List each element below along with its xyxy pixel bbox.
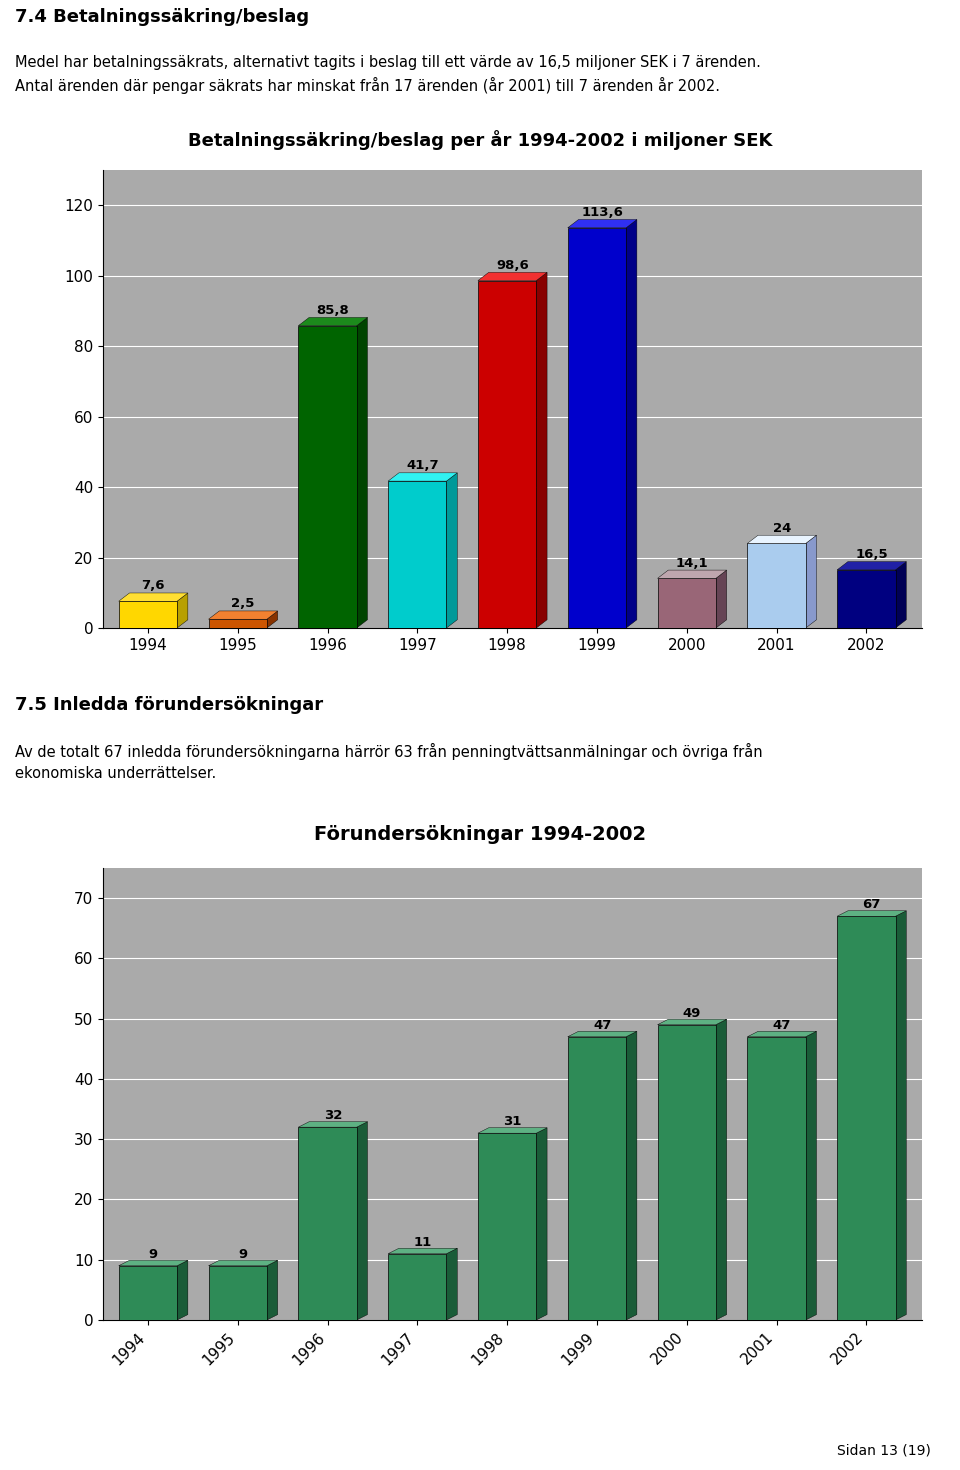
- Polygon shape: [747, 1032, 817, 1036]
- Polygon shape: [446, 473, 457, 628]
- Bar: [119, 1266, 177, 1320]
- Bar: [567, 228, 626, 628]
- Polygon shape: [567, 219, 636, 228]
- Polygon shape: [537, 272, 547, 628]
- Polygon shape: [658, 1019, 727, 1025]
- Bar: [388, 1254, 446, 1320]
- Polygon shape: [567, 1032, 636, 1036]
- Bar: [837, 916, 896, 1320]
- Polygon shape: [747, 535, 817, 544]
- Polygon shape: [208, 1260, 277, 1266]
- Text: 9: 9: [238, 1248, 248, 1261]
- Bar: [658, 1025, 716, 1320]
- Bar: [747, 1036, 805, 1320]
- Polygon shape: [177, 592, 188, 628]
- Text: Betalningssäkring/beslag per år 1994-2002 i miljoner SEK: Betalningssäkring/beslag per år 1994-200…: [188, 129, 772, 150]
- Polygon shape: [805, 1032, 817, 1320]
- Bar: [837, 570, 896, 628]
- Text: 9: 9: [149, 1248, 157, 1261]
- Text: 67: 67: [862, 898, 881, 911]
- Text: 7.4 Betalningssäkring/beslag: 7.4 Betalningssäkring/beslag: [15, 7, 309, 26]
- Polygon shape: [388, 1248, 457, 1254]
- Polygon shape: [119, 592, 188, 601]
- Text: 41,7: 41,7: [406, 459, 439, 472]
- Polygon shape: [267, 612, 277, 628]
- Polygon shape: [119, 1260, 188, 1266]
- Bar: [747, 544, 805, 628]
- Polygon shape: [837, 562, 906, 570]
- Polygon shape: [299, 318, 368, 326]
- Text: 2,5: 2,5: [231, 597, 254, 610]
- Polygon shape: [896, 562, 906, 628]
- Polygon shape: [478, 1127, 547, 1133]
- Polygon shape: [716, 1019, 727, 1320]
- Text: Sidan 13 (19): Sidan 13 (19): [837, 1444, 931, 1457]
- Polygon shape: [626, 1032, 636, 1320]
- Text: Förundersökningar 1994-2002: Förundersökningar 1994-2002: [314, 825, 646, 844]
- Text: 32: 32: [324, 1110, 342, 1122]
- Bar: [478, 281, 537, 628]
- Text: Av de totalt 67 inledda förundersökningarna härrör 63 från penningtvättsanmälnin: Av de totalt 67 inledda förundersökninga…: [15, 742, 762, 781]
- Text: 113,6: 113,6: [582, 206, 623, 219]
- Polygon shape: [177, 1260, 188, 1320]
- Text: 49: 49: [683, 1007, 702, 1020]
- Text: 98,6: 98,6: [496, 259, 529, 272]
- Text: 14,1: 14,1: [676, 557, 708, 569]
- Text: 31: 31: [503, 1116, 521, 1129]
- Polygon shape: [658, 570, 727, 578]
- Text: 24: 24: [773, 522, 791, 535]
- Bar: [208, 1266, 267, 1320]
- Bar: [299, 1127, 357, 1320]
- Bar: [478, 1133, 537, 1320]
- Bar: [567, 1036, 626, 1320]
- Polygon shape: [896, 911, 906, 1320]
- Polygon shape: [388, 473, 457, 481]
- Polygon shape: [357, 1122, 368, 1320]
- Text: 11: 11: [414, 1236, 432, 1250]
- Text: 7,6: 7,6: [141, 579, 165, 592]
- Bar: [208, 619, 267, 628]
- Bar: [299, 326, 357, 628]
- Polygon shape: [837, 911, 906, 916]
- Polygon shape: [716, 570, 727, 628]
- Text: 47: 47: [593, 1019, 612, 1032]
- Bar: [658, 578, 716, 628]
- Polygon shape: [299, 1122, 368, 1127]
- Polygon shape: [537, 1127, 547, 1320]
- Bar: [119, 601, 177, 628]
- Polygon shape: [357, 318, 368, 628]
- Polygon shape: [805, 535, 817, 628]
- Text: Medel har betalningssäkrats, alternativt tagits i beslag till ett värde av 16,5 : Medel har betalningssäkrats, alternativt…: [15, 54, 761, 94]
- Polygon shape: [626, 219, 636, 628]
- Bar: [388, 481, 446, 628]
- Polygon shape: [446, 1248, 457, 1320]
- Polygon shape: [267, 1260, 277, 1320]
- Text: 16,5: 16,5: [855, 548, 888, 562]
- Text: 85,8: 85,8: [317, 304, 349, 318]
- Polygon shape: [208, 612, 277, 619]
- Text: 47: 47: [773, 1019, 791, 1032]
- Polygon shape: [478, 272, 547, 281]
- Text: 7.5 Inledda förundersökningar: 7.5 Inledda förundersökningar: [15, 695, 324, 714]
